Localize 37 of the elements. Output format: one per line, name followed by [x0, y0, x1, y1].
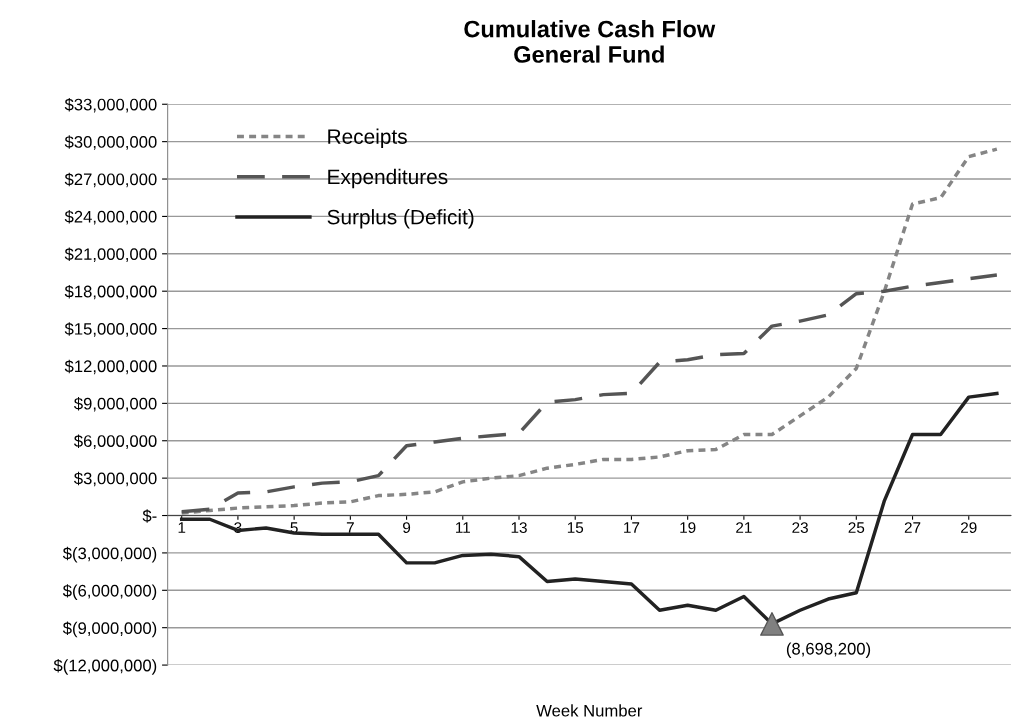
- y-tick-label: $12,000,000: [64, 359, 157, 375]
- x-tick-label: 15: [567, 522, 584, 533]
- y-tick-label: $18,000,000: [64, 284, 157, 300]
- x-tick-label: 21: [736, 522, 752, 533]
- y-tick-label: $33,000,000: [64, 97, 157, 113]
- line-series: [179, 273, 999, 514]
- y-tick-label: $3,000,000: [74, 471, 157, 487]
- y-tick-label: $6,000,000: [74, 434, 157, 449]
- legend-label: Surplus (Deficit): [327, 209, 474, 229]
- x-tick-label: 13: [511, 522, 527, 533]
- y-tick-label: $(9,000,000): [62, 621, 157, 638]
- chart-title: Cumulative Cash Flow General Fund: [464, 20, 716, 63]
- y-tick-label: $15,000,000: [64, 322, 157, 337]
- y-tick-label: $(12,000,000): [53, 658, 157, 675]
- line-series: [179, 147, 999, 515]
- x-axis-title: Week Number: [536, 704, 643, 717]
- y-tick-label: $9,000,000: [74, 397, 157, 412]
- x-tick-label: 7: [346, 522, 354, 533]
- x-tick-label: 23: [792, 522, 808, 533]
- y-tick-label: $27,000,000: [64, 172, 157, 188]
- legend-label: Receipts: [328, 128, 407, 149]
- x-tick-label: 19: [680, 522, 696, 533]
- y-tick-label: $30,000,000: [64, 135, 157, 150]
- y-tick-label: $24,000,000: [64, 210, 157, 225]
- x-tick-label: 9: [403, 522, 411, 533]
- y-tick-label: $-: [142, 509, 157, 523]
- y-tick-label: $(6,000,000): [62, 584, 157, 600]
- x-tick-label: 11: [456, 522, 470, 533]
- annotation: (8,698,200): [786, 642, 871, 658]
- x-tick-label: 1: [178, 522, 186, 533]
- legend-label: Expenditures: [328, 168, 448, 189]
- x-tick-label: 29: [961, 522, 977, 533]
- y-tick-label: $(3,000,000): [62, 546, 157, 563]
- y-tick-label: $21,000,000: [64, 247, 157, 262]
- x-tick-label: 17: [624, 522, 640, 533]
- x-tick-label: 25: [848, 522, 865, 533]
- x-tick-label: 27: [904, 522, 921, 533]
